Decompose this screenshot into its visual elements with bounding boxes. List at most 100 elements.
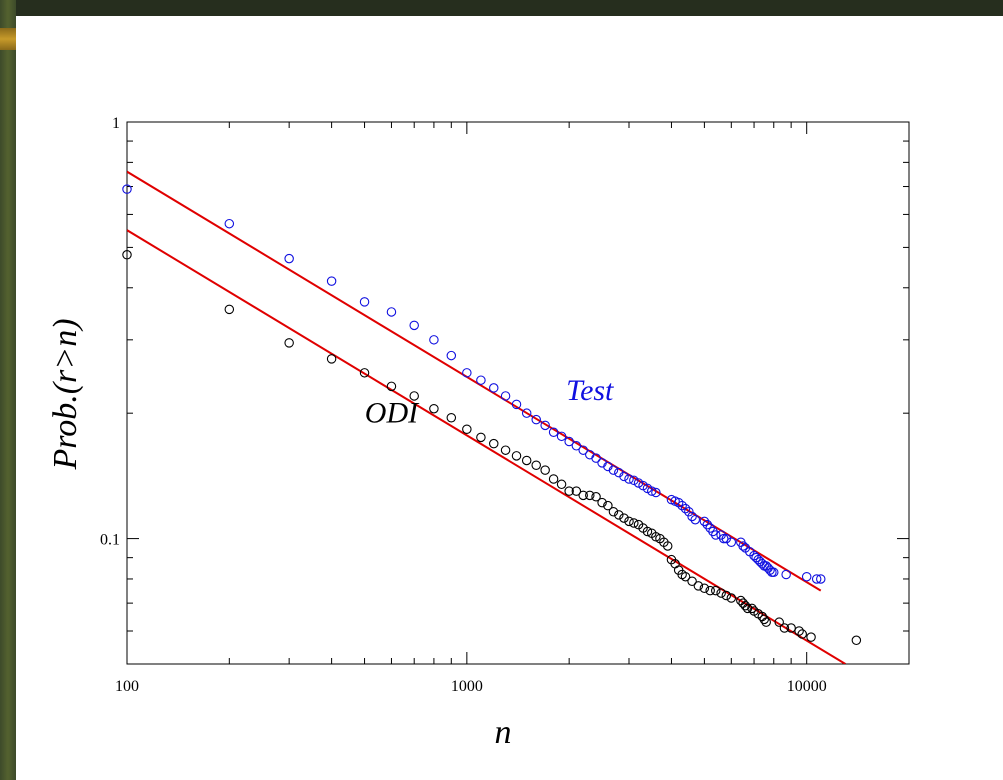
x-tick-label: 1000 — [451, 678, 483, 695]
odi-point — [797, 629, 807, 639]
test-point — [359, 297, 370, 307]
window-left-border — [0, 0, 16, 780]
test-point — [738, 541, 748, 551]
test-point — [633, 478, 644, 488]
test-point — [521, 408, 532, 418]
test-point — [811, 574, 822, 584]
odi-point — [548, 474, 559, 484]
odi-point — [122, 250, 132, 260]
odi-point — [597, 497, 607, 508]
test-point — [122, 184, 132, 194]
window-accent-bar — [0, 28, 16, 50]
odi-point — [585, 490, 595, 501]
odi-point — [624, 516, 634, 527]
odi-point — [489, 438, 499, 449]
odi-point — [556, 479, 567, 490]
test-point — [684, 506, 694, 517]
test-point — [556, 431, 567, 442]
test-point — [500, 391, 511, 401]
odi-point — [726, 593, 737, 603]
odi-point — [462, 424, 472, 435]
odi-point — [759, 614, 769, 625]
odi-point — [699, 583, 710, 593]
y-axis-label: Prob.(r>n) — [47, 318, 84, 470]
odi-point — [716, 588, 726, 598]
test-point — [677, 500, 687, 511]
odi-point — [794, 626, 804, 636]
test-point — [705, 523, 715, 533]
test-point — [608, 465, 619, 475]
x-axis-label: n — [495, 714, 512, 751]
odi-point — [711, 585, 721, 596]
test-point — [326, 276, 337, 286]
test-point — [690, 514, 701, 525]
slide-canvas: 100 1000 10000 0.1 1 Test ODI n Prob.(r>n) — [16, 16, 1003, 780]
odi-point — [742, 603, 753, 614]
test-point — [816, 574, 826, 584]
odi-point — [786, 623, 796, 633]
odi-point — [531, 460, 541, 470]
test-point — [578, 445, 588, 455]
test-point — [429, 335, 439, 345]
data-points — [122, 184, 862, 646]
odi-point — [446, 413, 457, 423]
odi-point — [705, 585, 715, 596]
test-point — [624, 474, 634, 484]
odi-point — [779, 623, 790, 633]
odi-point — [224, 304, 235, 315]
odi-point — [747, 603, 757, 614]
odi-point — [564, 486, 574, 496]
odi-point — [629, 518, 639, 528]
test-point — [702, 519, 713, 530]
log-log-chart: 100 1000 10000 0.1 1 Test ODI n Prob.(r>n) — [47, 115, 910, 751]
odi-point — [521, 455, 532, 466]
test-point — [687, 511, 697, 522]
test-point — [619, 471, 629, 482]
odi-point — [326, 354, 337, 364]
plot-border — [126, 121, 910, 665]
odi-point — [284, 338, 294, 348]
plot-frame — [126, 121, 910, 665]
odi-point — [619, 513, 629, 523]
odi-point — [614, 510, 624, 520]
y-tick-label: 1 — [112, 115, 120, 132]
odi-point — [774, 617, 784, 627]
test-point — [386, 307, 397, 317]
test-point — [489, 383, 499, 393]
odi-point — [721, 590, 732, 601]
fit-line-test — [127, 170, 822, 592]
test-point — [718, 533, 729, 544]
x-tick-label: 100 — [115, 678, 139, 695]
odi-point — [680, 571, 691, 582]
test-point — [629, 475, 639, 486]
test-point — [476, 375, 486, 385]
test-point — [591, 453, 601, 463]
fit-lines — [127, 170, 846, 664]
odi-point — [662, 541, 673, 551]
odi-point — [429, 403, 439, 414]
test-point — [446, 350, 457, 361]
test-point — [781, 569, 791, 580]
odi-point — [591, 492, 601, 502]
test-point — [571, 441, 582, 451]
test-point — [540, 420, 550, 431]
test-point — [769, 567, 779, 578]
test-point — [801, 571, 812, 582]
test-point — [646, 486, 657, 496]
test-point — [673, 497, 684, 508]
odi-point — [806, 632, 816, 642]
test-point — [462, 368, 472, 378]
series-label-odi: ODI — [365, 396, 420, 429]
odi-point — [476, 432, 486, 443]
window-top-border — [0, 0, 1003, 16]
test-point — [699, 516, 710, 527]
test-point — [224, 218, 235, 229]
axis-ticks — [126, 121, 910, 665]
odi-point — [409, 391, 419, 401]
chart-annotations: Test ODI — [365, 374, 614, 429]
test-point — [511, 399, 522, 410]
fit-line-odi — [127, 229, 846, 664]
odi-point — [608, 506, 619, 517]
odi-point — [642, 526, 653, 537]
odi-point — [603, 500, 613, 511]
